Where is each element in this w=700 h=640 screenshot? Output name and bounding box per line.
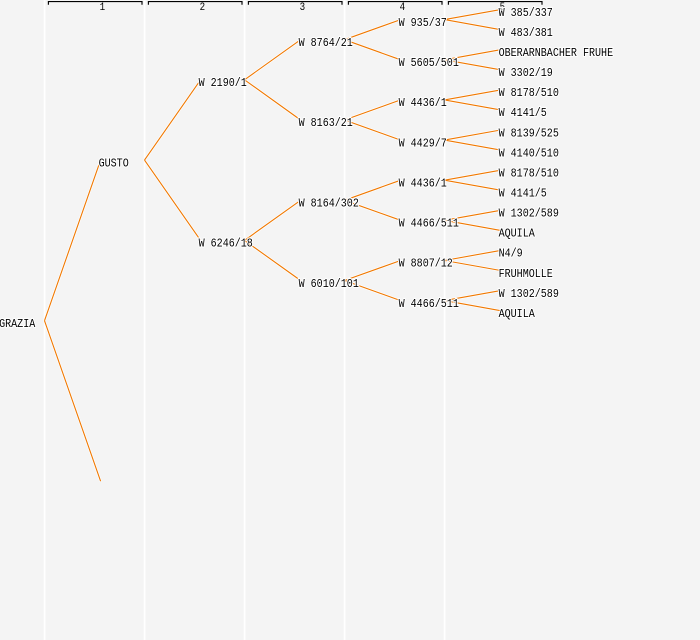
svg-text:4: 4 bbox=[400, 1, 406, 13]
svg-text:OBERARNBACHER FRUHE: OBERARNBACHER FRUHE bbox=[499, 47, 613, 60]
svg-text:W 3302/19: W 3302/19 bbox=[499, 68, 553, 81]
svg-text:W 5605/501: W 5605/501 bbox=[399, 57, 459, 70]
svg-text:FRUHMOLLE: FRUHMOLLE bbox=[499, 268, 553, 281]
svg-text:2: 2 bbox=[200, 1, 206, 13]
svg-text:AQUILA: AQUILA bbox=[499, 228, 536, 241]
svg-text:W 4436/1: W 4436/1 bbox=[399, 98, 447, 111]
svg-text:W 935/37: W 935/37 bbox=[399, 17, 447, 30]
svg-text:W 8178/510: W 8178/510 bbox=[499, 88, 559, 101]
svg-text:GUSTO: GUSTO bbox=[99, 158, 129, 171]
svg-text:W 4436/1: W 4436/1 bbox=[399, 178, 447, 191]
svg-text:AQUILA: AQUILA bbox=[499, 308, 536, 321]
svg-text:W 4466/511: W 4466/511 bbox=[399, 298, 459, 311]
svg-text:W 4141/5: W 4141/5 bbox=[499, 188, 547, 201]
svg-text:W 8139/525: W 8139/525 bbox=[499, 128, 559, 141]
svg-text:W 2190/1: W 2190/1 bbox=[199, 78, 247, 91]
svg-text:W 6246/18: W 6246/18 bbox=[199, 238, 253, 251]
svg-text:3: 3 bbox=[300, 1, 306, 13]
svg-text:W 1302/589: W 1302/589 bbox=[499, 208, 559, 221]
svg-text:W 4141/5: W 4141/5 bbox=[499, 108, 547, 121]
svg-text:W 4466/511: W 4466/511 bbox=[399, 218, 459, 231]
svg-text:W 1302/589: W 1302/589 bbox=[499, 288, 559, 301]
svg-text:W 4429/7: W 4429/7 bbox=[399, 138, 447, 151]
svg-text:5: 5 bbox=[500, 1, 506, 13]
svg-text:1: 1 bbox=[100, 1, 106, 13]
svg-text:W 8764/21: W 8764/21 bbox=[299, 37, 353, 50]
svg-text:W 8164/302: W 8164/302 bbox=[299, 198, 359, 211]
svg-text:N4/9: N4/9 bbox=[499, 248, 523, 261]
svg-text:GRAZIA: GRAZIA bbox=[0, 318, 36, 331]
svg-text:W 8807/12: W 8807/12 bbox=[399, 258, 453, 271]
svg-text:W 385/337: W 385/337 bbox=[499, 7, 553, 20]
svg-text:W 8178/510: W 8178/510 bbox=[499, 168, 559, 181]
svg-text:W 6010/101: W 6010/101 bbox=[299, 278, 359, 291]
svg-text:W 483/381: W 483/381 bbox=[499, 27, 553, 40]
svg-text:W 8163/21: W 8163/21 bbox=[299, 118, 353, 131]
svg-text:W 4140/510: W 4140/510 bbox=[499, 148, 559, 161]
